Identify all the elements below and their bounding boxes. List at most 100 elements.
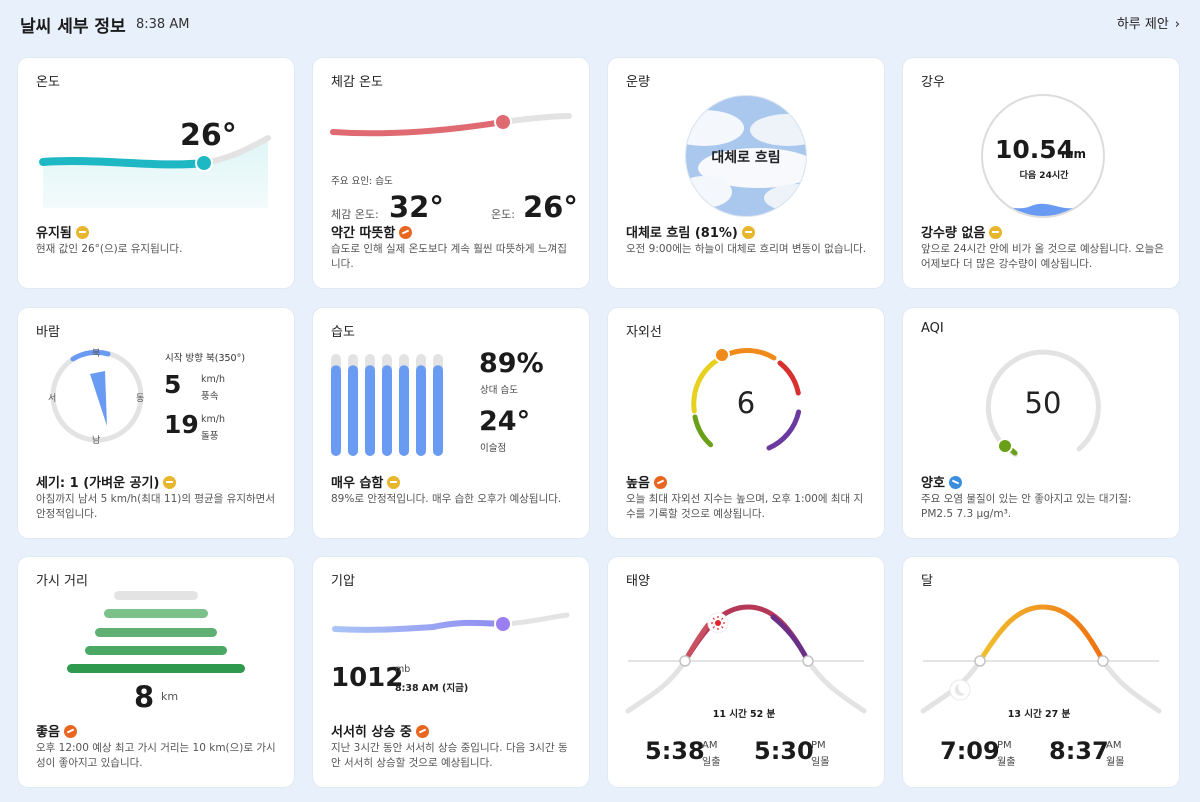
sun-path-graph [625,604,867,714]
wind-direction-text: 시작 방향 북(350°) [165,353,246,364]
card-title: 체감 온도 [331,75,383,90]
humidity-bar-fill [416,365,426,456]
pressure-value: 1012 [331,663,404,693]
trend-up-icon [415,725,429,738]
uv-status: 높음 [626,472,667,491]
card-title: 강우 [921,75,945,90]
wind-card[interactable]: 바람 북 서 동 남 시작 방향 북(350°) 5 km/h 풍속 19 km… [18,308,294,538]
card-title: 기압 [331,574,355,589]
status-text: 매우 습함 [331,476,384,491]
status-text: 양호 [921,476,945,491]
humidity-bars [331,354,443,456]
feels-like-desc: 습도로 인해 실제 온도보다 계속 훨씬 따뜻하게 느껴집니다. [331,243,567,270]
status-text: 세기: 1 (가벼운 공기) [36,476,160,491]
visibility-bars [67,591,245,673]
uv-marker [714,347,730,363]
precipitation-status: 강수량 없음 [921,222,1003,241]
compass-south: 남 [92,436,101,446]
trend-down-icon [948,476,962,489]
wind-gust-value: 19 [164,410,199,439]
moon-card[interactable]: 달 13 시간 27 분 7:09 PM 월출 8:37 AM 월몰 [903,557,1179,787]
humidity-bar-fill [382,365,392,456]
compass-east: 동 [136,394,145,404]
feels-like-status: 약간 따뜻함 [331,222,413,241]
daily-suggestion-link[interactable]: 하루 제안 › [1117,13,1180,32]
uv-gauge [691,347,802,451]
pressure-time: 8:38 AM (지금) [395,683,469,694]
visibility-status: 좋음 [36,721,77,740]
cloud-cover-card[interactable]: 운량 대체로 흐림 대체로 흐림 (81%) 오전 9:00에는 하늘이 대체로… [608,58,884,288]
trend-up-icon [653,476,667,489]
humidity-value: 89% [479,348,544,379]
temperature-value: 26° [180,118,237,153]
dew-point-label: 이슬점 [480,443,507,454]
status-text: 대체로 흐림 (81%) [626,226,738,241]
daily-suggestion-label: 하루 제안 [1116,17,1169,32]
aqi-card[interactable]: AQI 50 양호 주요 오염 물질이 있는 안 좋아지고 있는 대기질: PM… [903,308,1179,538]
current-temperature-marker [195,154,213,172]
sun-duration: 11 시간 52 분 [712,709,776,720]
card-title: 가시 거리 [36,574,88,589]
trend-steady-icon [989,226,1003,239]
moonset-ampm: AM [1106,740,1122,751]
temperature-status: 유지됨 [36,222,89,241]
humidity-label: 상대 습도 [480,385,518,396]
precipitation-card[interactable]: 강우 10.54 mm 다음 24시간 강수량 없음 앞으로 24시간 안에 비… [903,58,1179,288]
visibility-desc: 오후 12:00 예상 최고 가시 거리는 10 km(으)로 가시성이 좋아지… [36,742,276,769]
wind-gust-unit: km/h [201,414,225,425]
feels-like-card[interactable]: 체감 온도 주요 요인: 습도 체감 온도: 32° 온도: 26° 약간 따뜻… [313,58,589,288]
status-text: 좋음 [36,725,60,740]
status-text: 약간 따뜻함 [331,226,396,241]
page-title: 날씨 세부 정보 [20,17,126,37]
sun-card[interactable]: 태양 11 시간 52 분 5:38 AM 일출 5:30 PM 일몰 [608,557,884,787]
temperature-card[interactable]: 온도 26° 유지됨 현재 값인 26°(으)로 유지됩니다. [18,58,294,288]
humidity-bar-fill [365,365,375,456]
sunrise-label: 일출 [702,757,721,768]
wind-compass [50,349,144,443]
visibility-card[interactable]: 가시 거리 8 km 좋음 오후 12:00 예상 최고 가시 거리는 10 k… [18,557,294,787]
humidity-desc: 89%로 안정적입니다. 매우 습한 오후가 예상됩니다. [331,493,562,505]
temp-value: 26° [523,190,578,224]
sunset-time: 5:30 [754,737,814,765]
feels-value: 32° [389,190,444,224]
moonrise-ampm: PM [997,740,1012,751]
pressure-unit: mb [395,664,411,675]
card-title: 습도 [331,325,355,340]
cloud-center-label: 대체로 흐림 [711,150,781,166]
aqi-gauge [985,349,1101,457]
trend-steady-icon [741,226,755,239]
moonrise-label: 월출 [997,757,1016,768]
card-title: 달 [921,574,933,589]
card-title: 바람 [36,325,60,340]
status-text: 서서히 상승 중 [331,725,412,740]
humidity-card[interactable]: 습도 89% 상대 습도 24° 이슬점 매우 습함 89%로 안정적입니다. … [313,308,589,538]
temperature-desc: 현재 값인 26°(으)로 유지됩니다. [36,243,183,255]
uv-card[interactable]: 자외선 6 높음 오늘 최대 자외선 지수는 높으며, 오후 1:00에 최대 … [608,308,884,538]
header: 날씨 세부 정보 8:38 AM 하루 제안 › [20,12,1180,37]
moonset-label: 월몰 [1106,757,1125,768]
rain-value: 10.54 [995,135,1075,164]
trend-steady-icon [163,476,177,489]
moonset-time: 8:37 [1049,737,1109,765]
pressure-graph [332,612,570,633]
aqi-value: 50 [1024,386,1062,420]
pressure-marker [494,615,512,633]
sunrise-ampm: AM [702,740,718,751]
pressure-card[interactable]: 기압 1012 mb 8:38 AM (지금) 서서히 상승 중 지난 3시간 … [313,557,589,787]
uv-value: 6 [736,386,756,420]
uv-desc: 오늘 최대 자외선 지수는 높으며, 오후 1:00에 최대 지수를 기록할 것… [626,493,864,520]
cloud-cover-illustration [685,95,807,217]
aqi-status: 양호 [921,472,962,491]
visibility-value: 8 [134,680,155,714]
pressure-desc: 지난 3시간 동안 서서히 상승 중입니다. 다음 3시간 동안 서서히 상승할… [331,742,568,769]
status-text: 높음 [626,476,650,491]
feels-like-graph [330,113,572,137]
wind-speed-value: 5 [164,370,182,399]
compass-west: 서 [48,394,57,404]
wind-direction-arrow [90,371,107,426]
feels-like-marker [494,113,512,131]
status-text: 강수량 없음 [921,226,986,241]
rain-unit: mm [1061,147,1087,161]
sunrise-time: 5:38 [645,737,705,765]
wind-desc: 아침까지 남서 5 km/h(최대 11)의 평균을 유지하면서 안정적입니다. [36,493,275,520]
